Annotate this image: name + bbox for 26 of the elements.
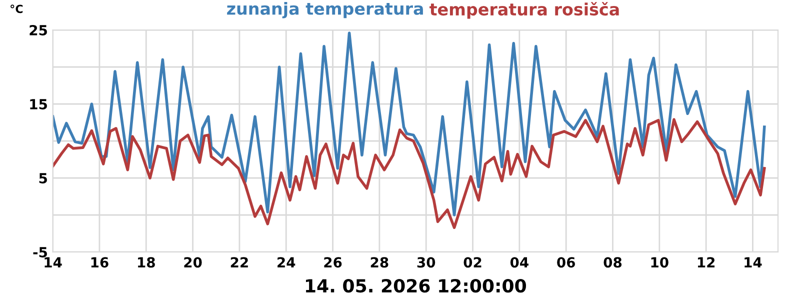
- y-tick-label: 25: [30, 24, 47, 36]
- x-tick-label: 18: [138, 257, 155, 268]
- x-tick-label: 20: [184, 257, 202, 268]
- x-tick-label: 24: [278, 257, 296, 268]
- x-tick-label: 14: [744, 257, 762, 268]
- x-tick-label: 26: [324, 257, 342, 268]
- x-tick-label: 16: [91, 257, 108, 268]
- x-axis-title: 14. 05. 2026 12:00:00: [306, 278, 526, 293]
- x-tick-label: 12: [698, 257, 715, 268]
- text: temperatura rosišča: [430, 2, 619, 19]
- x-tick-label: 04: [510, 257, 528, 268]
- y-tick-label: 15: [30, 99, 47, 110]
- text: zunanja temperatura: [227, 2, 423, 18]
- y-axis-title: °C: [10, 4, 23, 14]
- x-tick-label: 22: [230, 257, 248, 268]
- x-tick-label: 06: [557, 257, 575, 268]
- line-series: [52, 32, 766, 216]
- x-tick-label: 10: [651, 257, 668, 268]
- x-tick-label: 28: [370, 257, 388, 268]
- y-tick-label: -5: [33, 247, 47, 258]
- x-tick-label: 02: [464, 257, 482, 268]
- line-series: [52, 118, 766, 229]
- x-tick-label: 14: [44, 257, 62, 268]
- x-tick-label: 30: [417, 257, 436, 268]
- x-tick-label: 08: [604, 257, 622, 268]
- y-tick-label: 5: [39, 173, 47, 184]
